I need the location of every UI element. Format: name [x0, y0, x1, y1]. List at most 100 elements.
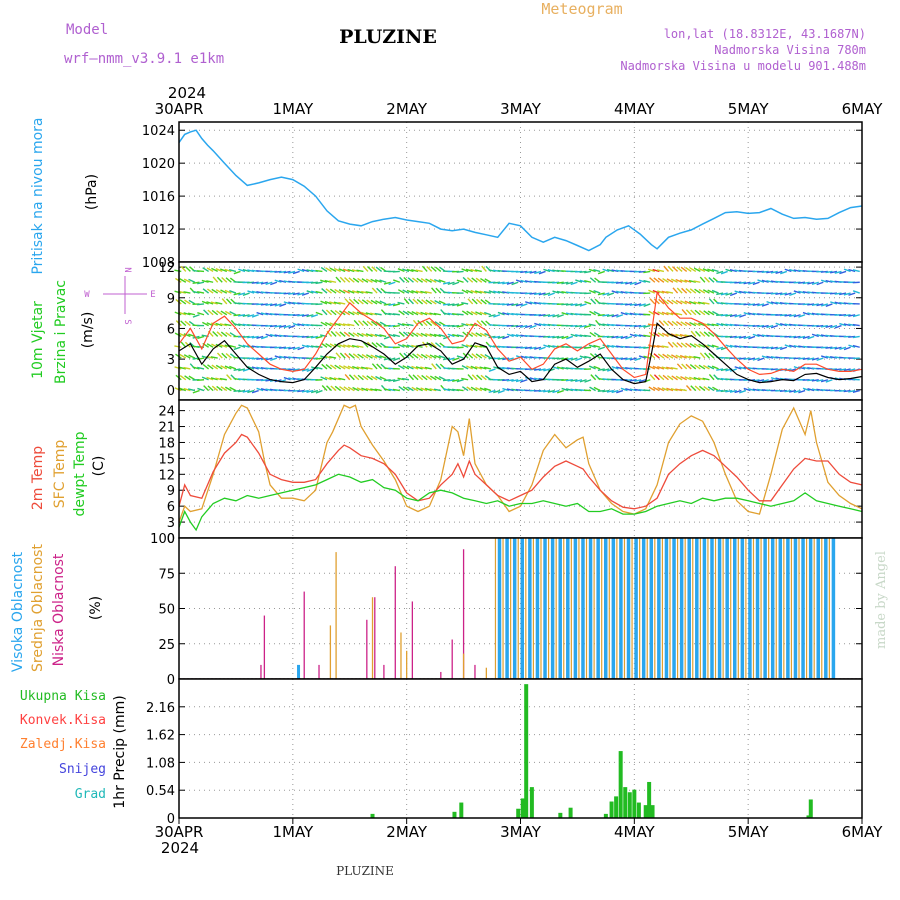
wind-arrow	[671, 320, 679, 327]
wind-arrow	[288, 270, 296, 274]
wind-arrow	[212, 276, 219, 283]
wind-arrow	[357, 374, 364, 381]
wind-arrow	[201, 300, 209, 305]
ytick-label: 1024	[142, 124, 175, 139]
wind-arrow	[216, 276, 223, 283]
wind-arrow	[547, 335, 555, 339]
wind-arrow	[397, 377, 405, 381]
wind-arrow	[556, 357, 564, 360]
wind-arrow	[221, 352, 228, 359]
wind-arrow	[761, 279, 769, 283]
precip-bar	[529, 787, 534, 818]
ytick-label: 1020	[142, 157, 175, 172]
wind-arrow	[666, 290, 674, 294]
wind-arrow	[484, 278, 492, 283]
wind-arrow	[584, 346, 592, 350]
wind-arrow	[638, 355, 646, 359]
wind-arrow	[188, 375, 196, 381]
wind-arrow	[662, 320, 669, 327]
wind-arrow	[424, 387, 432, 392]
wind-arrow	[226, 374, 232, 381]
wind-arrow	[693, 280, 701, 283]
wind-arrow	[680, 375, 688, 381]
wind-arrow	[620, 335, 628, 340]
wind-arrow	[374, 388, 382, 392]
wind-arrow	[852, 344, 860, 348]
wind-arrow	[734, 366, 742, 370]
cloud-bar	[763, 538, 767, 679]
wind-arrow	[376, 363, 383, 370]
wind-arrow	[215, 364, 223, 370]
ytick-label: 1012	[142, 223, 175, 238]
wind-arrow	[343, 310, 351, 316]
wind-arrow	[843, 368, 851, 372]
wind-arrow	[611, 290, 619, 294]
wind-arrow	[779, 314, 787, 317]
wind-arrow	[179, 278, 187, 283]
wind-arrow	[848, 368, 856, 372]
wind-arrow	[811, 357, 819, 361]
wind-arrow	[593, 311, 601, 316]
wind-arrow	[811, 303, 819, 306]
temp-ylabel-3: dewpt Temp	[72, 431, 88, 516]
gust-line	[178, 291, 863, 379]
wind-arrow	[502, 335, 510, 340]
precip-bar	[520, 798, 525, 818]
wind-arrow	[310, 335, 319, 339]
wind-ylabel-2: Brzina i Pravac	[53, 280, 69, 384]
wind-arrow	[361, 332, 369, 338]
wind-arrow	[338, 377, 346, 381]
wind-arrow	[265, 388, 273, 392]
wind-arrow	[511, 324, 519, 328]
wind-arrow	[543, 344, 551, 348]
wind-arrow	[452, 324, 460, 328]
wind-arrow	[761, 379, 769, 383]
wind-arrow	[638, 379, 646, 383]
wind-arrow	[663, 265, 670, 272]
wind-arrow	[649, 352, 656, 359]
wind-arrow	[224, 268, 232, 273]
wind-arrow	[429, 333, 437, 338]
wind-arrow	[425, 278, 433, 283]
wind-arrow	[816, 333, 824, 338]
wind-arrow	[820, 379, 829, 383]
wind-arrow	[693, 301, 701, 305]
cloud-bar	[543, 538, 547, 679]
ytick-label: 12	[158, 468, 175, 483]
bottom-tick-label: 5MAY	[728, 823, 770, 841]
wind-arrow	[681, 363, 688, 370]
cloud-bar	[679, 538, 684, 679]
wind-arrow	[184, 266, 191, 272]
cloud-bar	[626, 538, 631, 679]
wind-arrow	[429, 375, 437, 381]
wind-arrow	[761, 355, 769, 359]
wind-arrow	[447, 388, 455, 392]
wind-arrow	[301, 389, 309, 393]
wind-arrow	[743, 303, 751, 306]
wind-arrow	[321, 288, 328, 294]
cloud-unit: (%)	[88, 596, 104, 620]
wind-arrow	[301, 344, 309, 348]
ytick-label: 2.16	[146, 701, 175, 716]
wind-arrow	[816, 324, 824, 328]
wind-arrow	[251, 281, 259, 284]
wind-arrow	[625, 335, 633, 340]
wind-arrow	[789, 268, 797, 273]
wind-arrow	[388, 333, 396, 338]
wind-arrow	[780, 270, 788, 275]
wind-arrow	[699, 276, 706, 283]
wind-arrow	[798, 281, 806, 284]
ytick-label: 12	[158, 261, 175, 276]
wind-arrow	[207, 288, 214, 294]
wind-arrow	[184, 375, 191, 381]
wind-arrow	[711, 365, 719, 370]
wind-arrow	[210, 377, 218, 381]
wind-arrow	[588, 344, 596, 348]
wind-arrow	[707, 386, 715, 392]
wind-arrow	[834, 368, 842, 371]
wind-arrow	[353, 374, 360, 381]
wind-arrow	[497, 290, 505, 294]
wind-arrow	[811, 333, 819, 338]
wind-arrow	[470, 310, 478, 316]
